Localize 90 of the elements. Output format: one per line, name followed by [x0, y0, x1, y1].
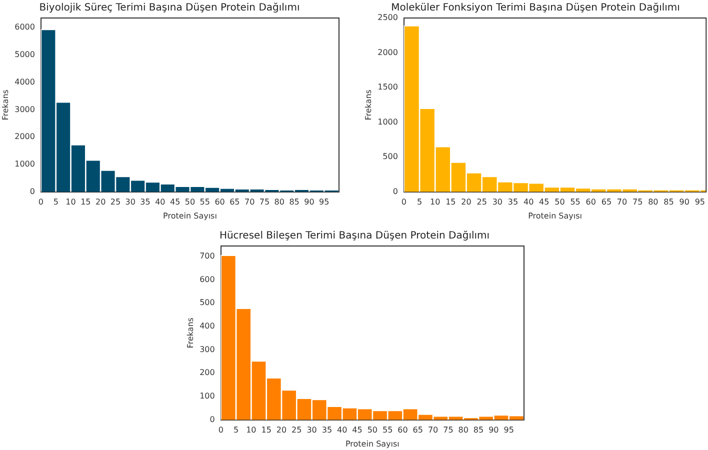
x-tick-label: 95	[504, 426, 514, 435]
x-tick-label: 5	[233, 426, 239, 435]
y-axis-title: Frekans	[364, 90, 373, 120]
x-tick-label: 65	[601, 198, 612, 207]
x-tick-label: 0	[401, 198, 407, 207]
x-tick-label: 60	[214, 198, 225, 207]
y-tick-label: 700	[200, 252, 215, 261]
y-axis-title: Frekans	[0, 90, 10, 120]
x-tick-label: 35	[508, 198, 518, 207]
x-tick-label: 75	[632, 198, 643, 207]
y-tick-label: 4000	[14, 77, 35, 86]
y-tick-label: 3000	[14, 104, 35, 114]
x-tick-label: 20	[95, 198, 106, 207]
x-tick-label: 50	[367, 426, 378, 435]
x-tick-label: 15	[80, 198, 91, 207]
y-tick-label: 0	[210, 414, 215, 424]
y-tick-label: 2000	[14, 132, 35, 142]
x-tick-label: 50	[184, 198, 196, 207]
x-tick-label: 65	[230, 198, 240, 207]
y-axis-title: Frekans	[186, 318, 195, 348]
y-tick-label: 0	[30, 186, 35, 196]
x-tick-label: 40	[337, 426, 348, 435]
y-tick-label: 0	[392, 186, 398, 196]
x-tick-label: 70	[244, 198, 255, 207]
x-tick-label: 80	[648, 198, 658, 207]
y-tick-label: 6000	[14, 22, 35, 32]
x-tick-label: 45	[539, 198, 550, 207]
y-tick-label: 5000	[14, 50, 35, 60]
y-tick-label: 500	[200, 298, 215, 308]
x-tick-label: 85	[473, 426, 484, 435]
y-tick-label: 200	[200, 368, 215, 378]
x-tick-label: 10	[246, 426, 256, 435]
y-tick-label: 1000	[14, 160, 35, 169]
y-tick-label: 2500	[378, 13, 398, 22]
x-tick-label: 30	[492, 198, 503, 207]
x-tick-label: 10	[66, 198, 76, 207]
x-tick-label: 10	[430, 198, 440, 207]
x-tick-label: 15	[446, 198, 456, 207]
x-tick-label: 70	[428, 426, 438, 435]
y-tick-label: 400	[200, 322, 215, 331]
x-tick-label: 0	[38, 198, 44, 207]
x-tick-label: 95	[694, 198, 706, 207]
x-tick-label: 95	[319, 198, 330, 207]
x-axis-title: Protein Sayısı	[163, 211, 217, 220]
x-tick-label: 45	[170, 198, 180, 207]
x-tick-label: 55	[382, 426, 393, 435]
x-tick-label: 55	[570, 198, 580, 207]
x-axis-title: Protein Sayısı	[528, 211, 582, 220]
x-tick-label: 20	[276, 426, 287, 435]
x-tick-label: 40	[155, 198, 166, 207]
x-tick-label: 35	[322, 426, 332, 435]
x-tick-label: 0	[218, 426, 224, 435]
x-axis-title: Protein Sayısı	[345, 439, 400, 448]
x-tick-label: 90	[679, 198, 690, 207]
x-tick-label: 50	[554, 198, 565, 207]
x-tick-label: 75	[259, 198, 270, 207]
x-tick-label: 90	[304, 198, 314, 207]
y-tick-label: 500	[382, 152, 398, 162]
x-tick-label: 80	[458, 426, 468, 435]
y-tick-label: 1000	[378, 117, 398, 126]
x-tick-label: 80	[274, 198, 284, 207]
x-tick-label: 25	[292, 426, 302, 435]
y-tick-label: 300	[200, 344, 215, 354]
chart-title: Biyolojik Süreç Terimi Başına Düşen Protein Dağılımı	[39, 2, 300, 14]
x-tick-label: 5	[53, 198, 58, 207]
x-tick-label: 55	[200, 198, 210, 207]
x-tick-label: 30	[306, 426, 317, 435]
y-tick-label: 1500	[378, 82, 398, 92]
x-tick-label: 45	[352, 426, 362, 435]
x-tick-label: 35	[140, 198, 150, 207]
x-tick-label: 30	[125, 198, 136, 207]
y-tick-label: 2000	[378, 48, 398, 57]
x-tick-label: 75	[443, 426, 454, 435]
x-tick-label: 85	[289, 198, 300, 207]
x-tick-label: 85	[664, 198, 674, 207]
x-tick-label: 90	[488, 426, 499, 435]
x-tick-label: 40	[523, 198, 534, 207]
x-tick-label: 20	[461, 198, 472, 207]
chart-title: Hücresel Bileşen Terimi Başına Düşen Protein Dağılımı	[219, 230, 490, 242]
chart-title: Moleküler Fonksiyon Terimi Başına Düşen Protein Dağılımı	[391, 2, 680, 14]
y-tick-label: 600	[200, 274, 215, 284]
x-tick-label: 25	[476, 198, 487, 207]
x-tick-label: 25	[110, 198, 121, 207]
x-tick-label: 5	[416, 198, 422, 207]
x-tick-label: 15	[261, 426, 272, 435]
x-tick-label: 70	[616, 198, 628, 207]
x-tick-label: 60	[398, 426, 408, 435]
y-tick-label: 100	[200, 392, 215, 401]
x-tick-label: 65	[412, 426, 423, 435]
x-tick-label: 60	[586, 198, 596, 207]
